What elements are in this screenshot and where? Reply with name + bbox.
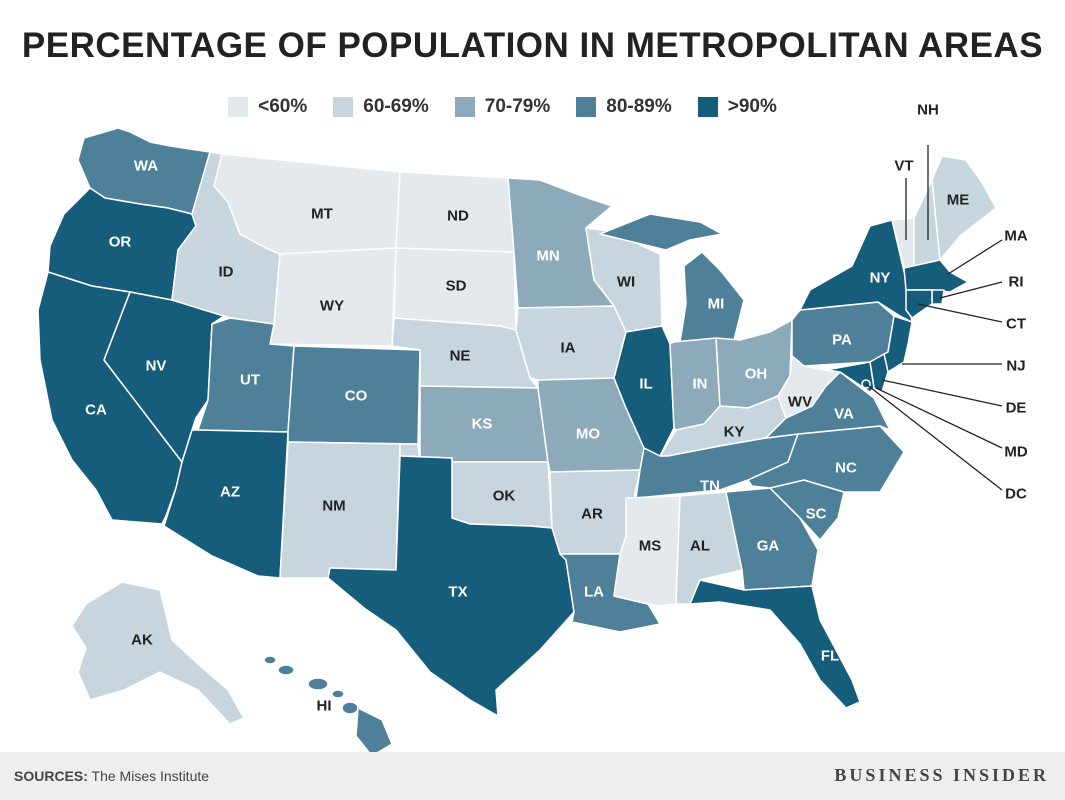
state-label-OR: OR <box>109 234 132 251</box>
state-NC[interactable] <box>747 425 905 493</box>
state-label-HI: HI <box>317 698 332 715</box>
state-label-RI: RI <box>1009 274 1024 291</box>
brand-logo: BUSINESS INSIDER <box>834 765 1049 785</box>
state-label-SC: SC <box>806 506 827 523</box>
state-label-IL: IL <box>639 376 652 393</box>
sources-line: SOURCES: The Mises Institute <box>14 768 209 784</box>
sources-label: SOURCES: <box>14 768 88 784</box>
callout-line-DC <box>865 383 1003 491</box>
state-label-AL: AL <box>690 538 710 555</box>
state-label-AK: AK <box>131 632 153 649</box>
state-label-PA: PA <box>832 332 852 349</box>
state-label-GA: GA <box>757 538 780 555</box>
state-label-NE: NE <box>450 348 471 365</box>
legend-swatch-70-79 <box>454 97 475 117</box>
hawaii-island-2 <box>277 664 295 676</box>
hawaii-big-island <box>355 707 393 757</box>
hawaii-island-3 <box>307 677 329 691</box>
state-label-DE: DE <box>1006 400 1027 417</box>
legend-label-70-79: 70-79% <box>484 96 551 117</box>
callout-line-MD <box>875 387 1003 449</box>
state-label-AR: AR <box>581 506 603 523</box>
callout-line-DE <box>881 379 1003 407</box>
legend: <60% 60-69% 70-79% 80-89% >90% <box>0 96 1035 118</box>
legend-swatch-gt90 <box>697 97 718 117</box>
state-label-WV: WV <box>788 394 812 411</box>
callout-line-MA <box>947 239 1003 275</box>
state-MT[interactable] <box>213 153 401 255</box>
legend-label-lt60: <60% <box>258 96 308 117</box>
state-label-IN: IN <box>693 376 708 393</box>
state-label-MS: MS <box>639 538 662 555</box>
state-label-OH: OH <box>745 366 768 383</box>
state-label-NY: NY <box>870 270 891 287</box>
legend-item-70-79: 70-79% <box>454 96 551 118</box>
state-MI[interactable] <box>599 213 745 343</box>
state-label-DC: DC <box>1005 486 1027 503</box>
state-label-IA: IA <box>561 340 576 357</box>
map-title: PERCENTAGE OF POPULATION IN METROPOLITAN… <box>21 26 1044 65</box>
state-label-ME: ME <box>947 192 970 209</box>
state-label-CO: CO <box>345 388 368 405</box>
legend-label-60-69: 60-69% <box>363 96 429 117</box>
legend-swatch-60-69 <box>333 97 354 117</box>
state-label-TN: TN <box>700 478 720 495</box>
state-label-WA: WA <box>134 158 158 175</box>
hawaii-island-5 <box>341 701 359 715</box>
state-NJ[interactable] <box>883 315 913 373</box>
footer: SOURCES: The Mises Institute BUSINESS IN… <box>0 752 1065 800</box>
state-label-ID: ID <box>219 264 234 281</box>
callout-line-CT <box>917 303 1003 323</box>
hawaii-island-4 <box>331 689 345 699</box>
state-label-MI: MI <box>708 296 725 313</box>
state-label-WI: WI <box>617 274 635 291</box>
state-label-SD: SD <box>446 278 467 295</box>
state-label-ND: ND <box>447 208 469 225</box>
state-WY[interactable] <box>269 247 397 347</box>
state-label-OK: OK <box>493 488 516 505</box>
state-label-AZ: AZ <box>220 484 240 501</box>
state-label-NV: NV <box>146 358 167 375</box>
state-label-MD: MD <box>1004 444 1027 461</box>
state-label-WY: WY <box>320 298 344 315</box>
state-label-MN: MN <box>536 248 559 265</box>
state-label-MA: MA <box>1004 228 1027 245</box>
state-label-UT: UT <box>240 372 260 389</box>
legend-label-gt90: >90% <box>727 96 777 117</box>
legend-item-gt90: >90% <box>697 96 777 118</box>
state-label-LA: LA <box>584 584 604 601</box>
state-AK[interactable] <box>71 581 245 725</box>
legend-label-80-89: 80-89% <box>606 96 672 117</box>
hawaii-island-1 <box>263 655 277 665</box>
state-ME[interactable] <box>931 155 997 261</box>
state-label-NM: NM <box>322 498 345 515</box>
legend-item-lt60: <60% <box>228 96 307 118</box>
state-label-VA: VA <box>834 406 854 423</box>
state-label-CT: CT <box>1006 316 1026 333</box>
state-label-VT: VT <box>894 158 913 175</box>
state-label-KY: KY <box>724 424 745 441</box>
state-FL[interactable] <box>689 579 861 709</box>
state-label-MO: MO <box>576 426 600 443</box>
state-label-NJ: NJ <box>1006 358 1025 375</box>
state-HI[interactable] <box>263 655 393 757</box>
state-label-MT: MT <box>311 206 333 223</box>
legend-item-60-69: 60-69% <box>333 96 429 118</box>
state-label-FL: FL <box>821 648 839 665</box>
legend-swatch-80-89 <box>576 97 597 117</box>
state-label-NC: NC <box>835 460 857 477</box>
callout-line-RI <box>939 281 1003 299</box>
legend-item-80-89: 80-89% <box>576 96 672 118</box>
legend-swatch-lt60 <box>228 97 249 117</box>
state-label-TX: TX <box>448 584 467 601</box>
sources-text: The Mises Institute <box>91 768 210 784</box>
state-label-CA: CA <box>85 402 107 419</box>
state-label-KS: KS <box>472 416 493 433</box>
state-label-NH: NH <box>917 102 939 119</box>
state-TX[interactable] <box>327 455 575 717</box>
